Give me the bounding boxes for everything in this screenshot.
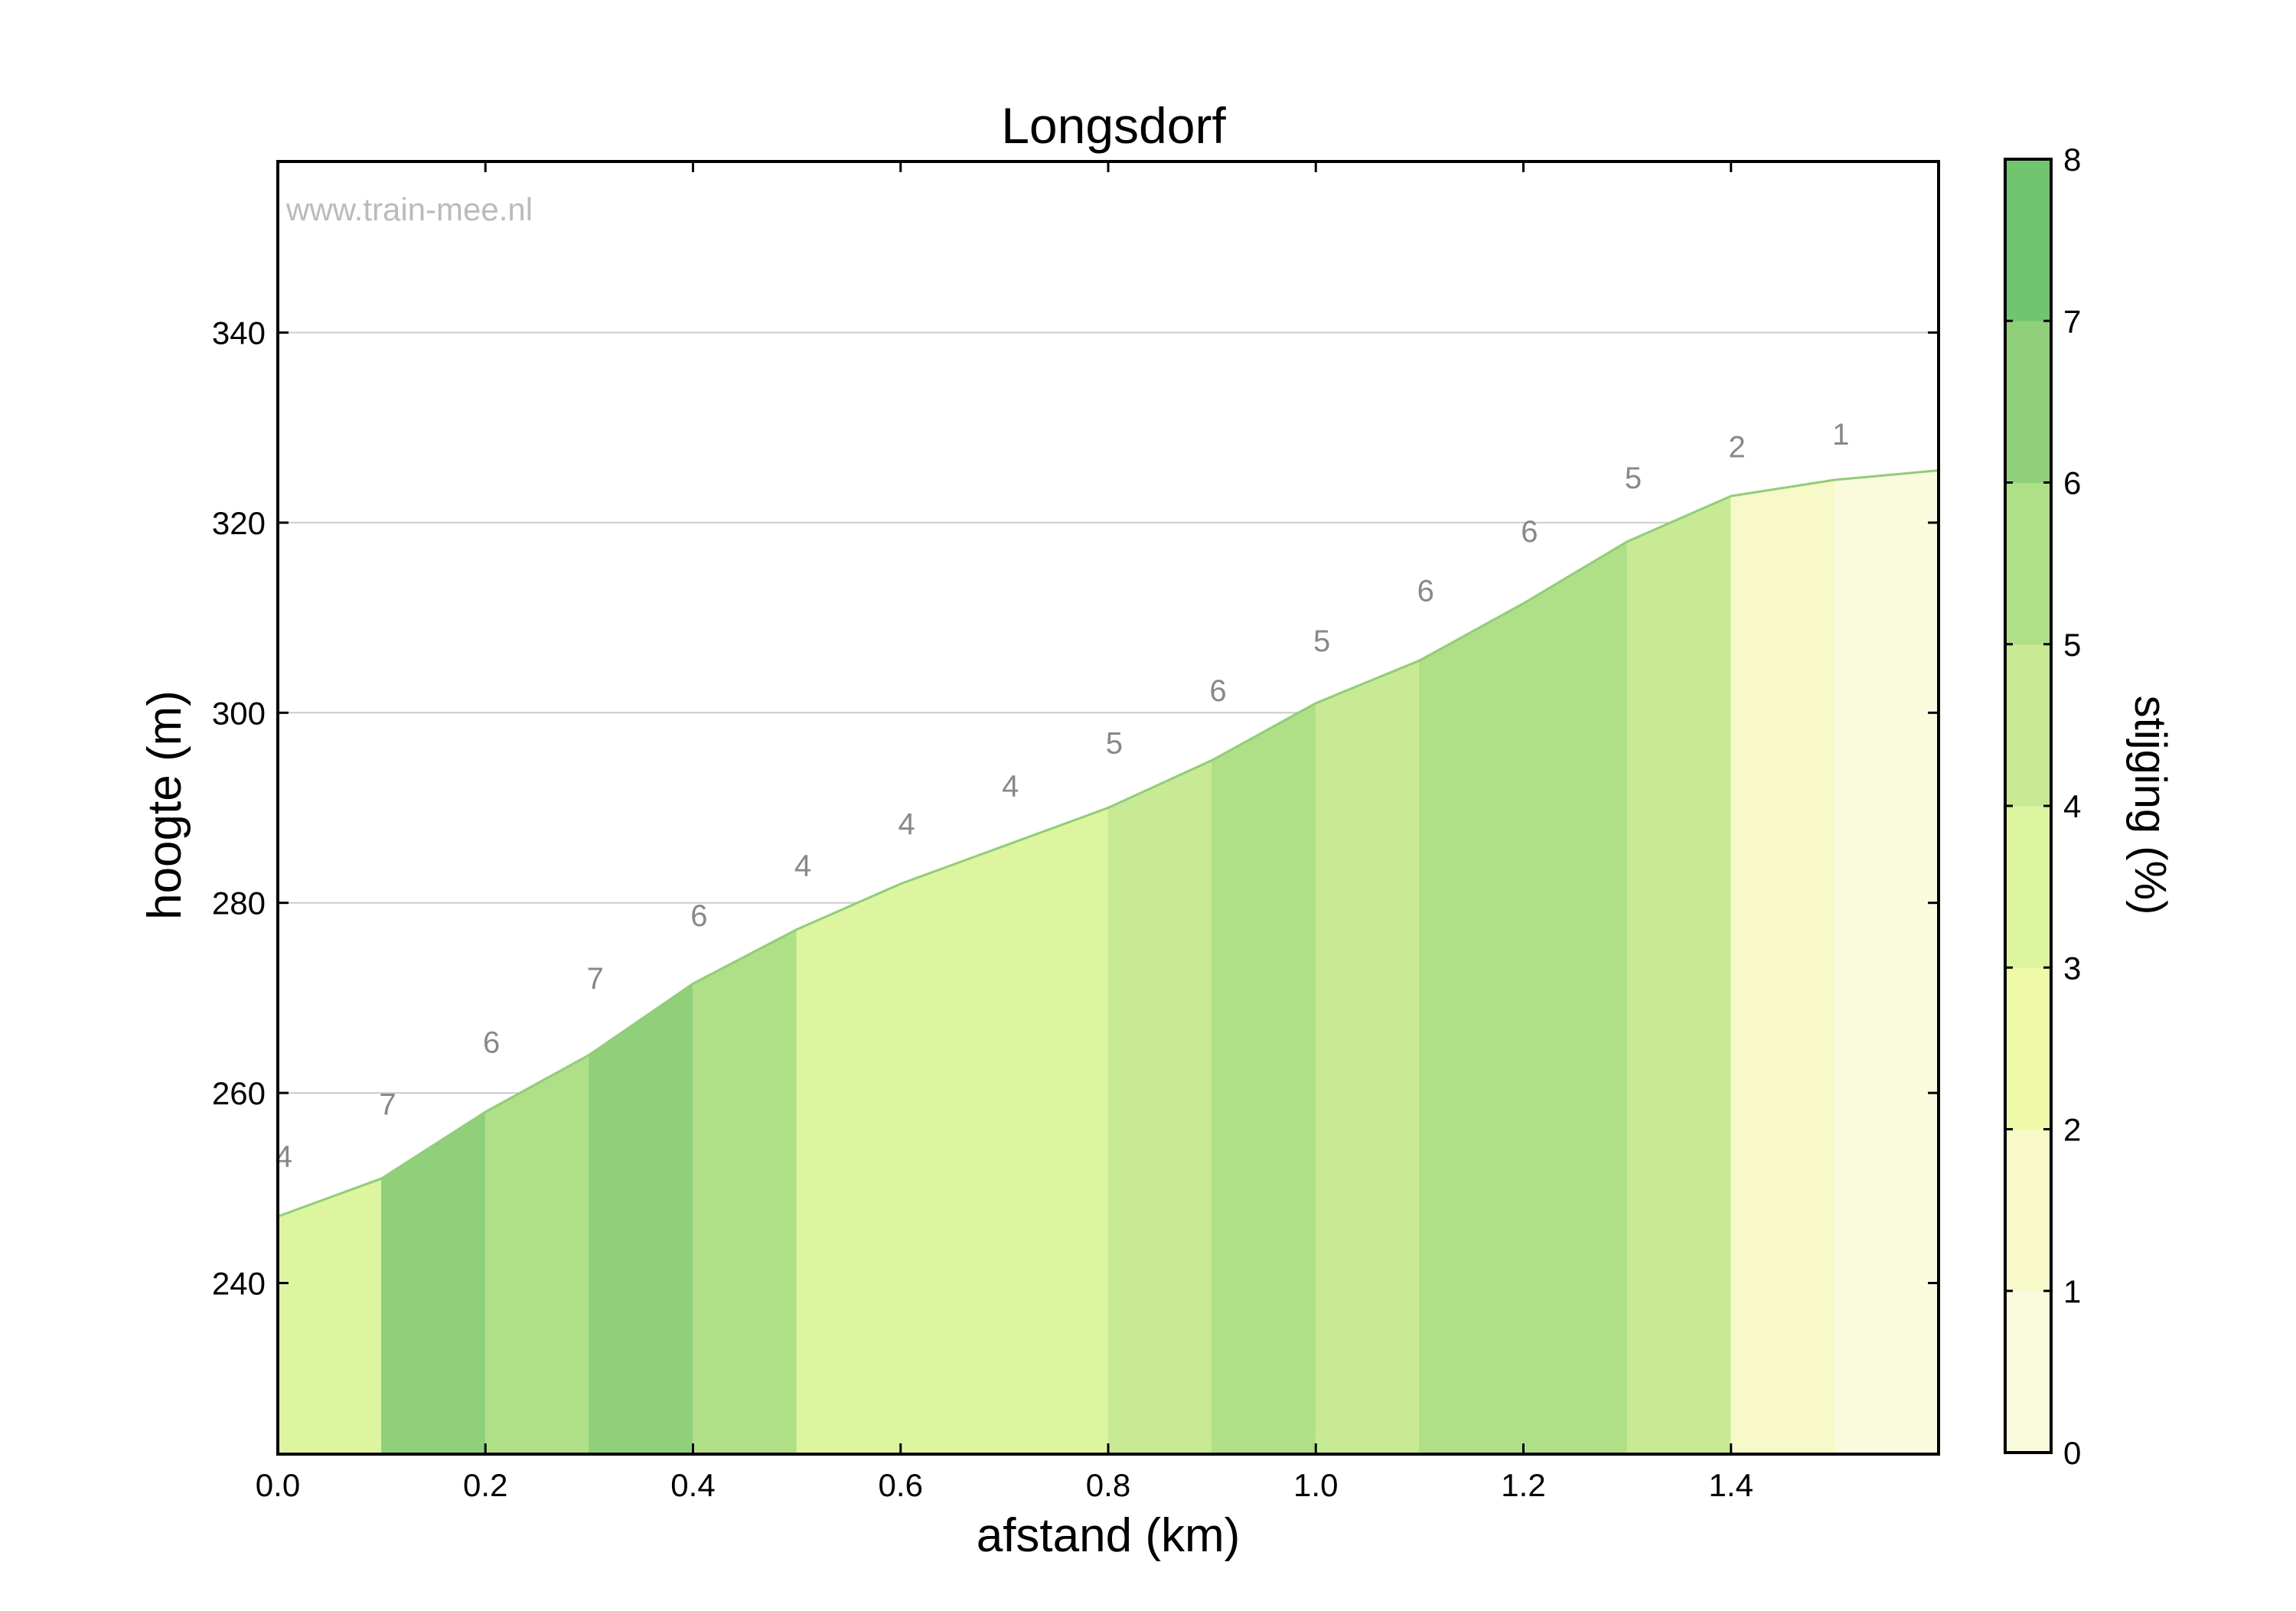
segment-12 <box>1419 602 1524 1455</box>
profile-line-layer <box>277 469 1939 1218</box>
y-axis-label: hoogte (m) <box>139 690 191 920</box>
gradient-label-16: 1 <box>1832 418 1849 452</box>
x-tick-label-1: 0.2 <box>463 1467 507 1503</box>
gradient-segments <box>277 470 1939 1455</box>
gradient-label-9: 5 <box>1106 726 1123 760</box>
gradient-label-1: 4 <box>276 1140 292 1174</box>
colorbar-tick-label-4: 4 <box>2063 788 2081 824</box>
x-tick-label-2: 0.4 <box>670 1467 715 1503</box>
x-tick-label-0: 0.0 <box>256 1467 300 1503</box>
gradient-label-5: 6 <box>690 899 707 933</box>
colorbar-tick-label-0: 0 <box>2063 1435 2081 1471</box>
colorbar-band-5 <box>2005 482 2051 645</box>
colorbar-band-7 <box>2005 159 2051 321</box>
y-axis-ticks: 240 260 280 300 320 340 <box>212 315 1939 1301</box>
y-tick-label-2: 280 <box>212 885 266 921</box>
colorbar-tick-label-7: 7 <box>2063 303 2081 339</box>
profile-line <box>277 469 1939 1218</box>
gradient-label-12: 6 <box>1417 575 1434 608</box>
segment-10 <box>1212 703 1316 1455</box>
y-tick-label-4: 320 <box>212 505 266 541</box>
x-axis-ticks: 0.0 0.2 0.4 0.6 0.8 1.0 1.2 1.4 <box>256 161 1753 1503</box>
segment-6 <box>796 883 902 1455</box>
x-tick-label-7: 1.4 <box>1709 1467 1753 1503</box>
gradient-label-14: 5 <box>1625 461 1642 495</box>
x-axis-label: afstand (km) <box>977 1509 1241 1562</box>
colorbar-band-1 <box>2005 1129 2051 1292</box>
segment-3 <box>484 1054 590 1455</box>
segment-9 <box>1107 759 1213 1455</box>
segment-15 <box>1730 479 1835 1455</box>
colorbar-tick-label-5: 5 <box>2063 627 2081 663</box>
segment-16 <box>1834 470 1939 1455</box>
colorbar-tick-label-2: 2 <box>2063 1112 2081 1148</box>
x-tick-label-4: 0.8 <box>1086 1467 1130 1503</box>
chart-title: Longsdorf <box>1001 97 1226 154</box>
segment-14 <box>1626 495 1732 1455</box>
colorbar-band-0 <box>2005 1290 2051 1453</box>
gradient-label-7: 4 <box>898 807 915 841</box>
gradient-label-4: 7 <box>587 962 604 996</box>
colorbar-tick-label-8: 8 <box>2063 142 2081 178</box>
y-tick-label-5: 340 <box>212 315 266 351</box>
gradient-label-8: 4 <box>1002 769 1019 803</box>
gradient-label-13: 6 <box>1521 515 1538 549</box>
y-tick-label-1: 260 <box>212 1075 266 1111</box>
segment-7 <box>900 845 1005 1455</box>
colorbar-band-3 <box>2005 806 2051 968</box>
y-tick-label-0: 240 <box>212 1265 266 1301</box>
colorbar-ticks: 0 1 2 3 4 5 6 7 8 <box>2005 142 2081 1471</box>
watermark: www.train-mee.nl <box>285 191 533 227</box>
gradient-labels: 4 7 6 7 6 4 4 4 5 6 5 6 6 5 2 1 <box>276 418 1850 1174</box>
gradient-label-10: 6 <box>1209 674 1226 708</box>
colorbar-tick-label-6: 6 <box>2063 465 2081 501</box>
gradient-label-2: 7 <box>379 1088 396 1121</box>
y-tick-label-3: 300 <box>212 695 266 731</box>
segment-8 <box>1003 807 1109 1455</box>
gradient-label-15: 2 <box>1728 431 1745 465</box>
x-tick-label-6: 1.2 <box>1501 1467 1545 1503</box>
segment-13 <box>1523 540 1628 1455</box>
colorbar-label: stijging (%) <box>2125 696 2175 915</box>
x-tick-label-3: 0.6 <box>879 1467 923 1503</box>
colorbar-tick-label-3: 3 <box>2063 950 2081 986</box>
segment-5 <box>693 928 797 1455</box>
gradient-label-6: 4 <box>794 850 811 883</box>
gradient-label-3: 6 <box>483 1026 500 1060</box>
gradient-label-11: 5 <box>1313 625 1330 658</box>
colorbar-band-6 <box>2005 321 2051 483</box>
colorbar-band-4 <box>2005 644 2051 807</box>
colorbar <box>2004 158 2053 1454</box>
segment-1 <box>277 1178 383 1455</box>
colorbar-tick-label-1: 1 <box>2063 1273 2081 1309</box>
x-tick-label-5: 1.0 <box>1293 1467 1338 1503</box>
colorbar-band-2 <box>2005 967 2051 1130</box>
segment-11 <box>1315 660 1420 1455</box>
segment-4 <box>589 983 693 1455</box>
